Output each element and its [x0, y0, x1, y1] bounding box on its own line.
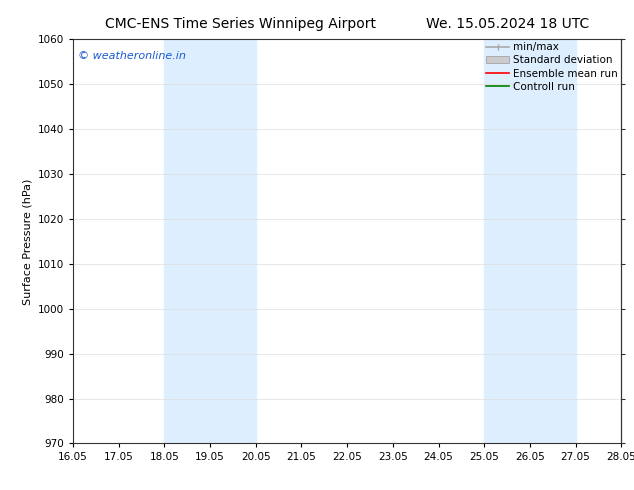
Text: We. 15.05.2024 18 UTC: We. 15.05.2024 18 UTC — [425, 17, 589, 31]
Text: CMC-ENS Time Series Winnipeg Airport: CMC-ENS Time Series Winnipeg Airport — [105, 17, 377, 31]
Text: © weatheronline.in: © weatheronline.in — [79, 51, 186, 61]
Bar — [164, 39, 256, 443]
Legend: min/max, Standard deviation, Ensemble mean run, Controll run: min/max, Standard deviation, Ensemble me… — [486, 42, 618, 92]
Bar — [484, 39, 576, 443]
Y-axis label: Surface Pressure (hPa): Surface Pressure (hPa) — [22, 178, 32, 304]
